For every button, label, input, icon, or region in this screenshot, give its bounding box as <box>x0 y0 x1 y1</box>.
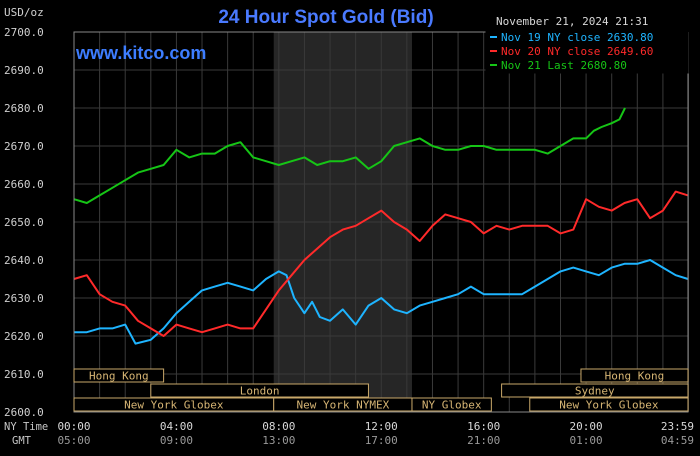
market-sessions: Hong Kong London New York Globex New York N… <box>73 368 689 412</box>
session-bar <box>501 383 689 398</box>
session-label: Hong Kong <box>605 370 665 383</box>
legend-entry: Nov 20 NY close 2649.60 <box>501 45 653 58</box>
x-tick-label-gmt: 13:00 <box>262 434 295 447</box>
x-tick-label-gmt: 01:00 <box>570 434 603 447</box>
x-tick-label-gmt: 05:00 <box>57 434 90 447</box>
session-label: New York Globex <box>559 399 659 412</box>
series-lines <box>73 107 689 345</box>
x-tick-label-ny: 16:00 <box>467 420 500 433</box>
y-tick-label: 2650.0 <box>4 216 44 229</box>
session-bar <box>529 397 689 412</box>
session-bar <box>150 383 369 398</box>
x-tick-label-ny: 20:00 <box>570 420 603 433</box>
x-tick-label-gmt: 04:59 <box>661 434 694 447</box>
y-tick-label: 2600.0 <box>4 406 44 419</box>
y-axis-label: USD/oz <box>4 6 44 19</box>
y-tick-label: 2630.0 <box>4 292 44 305</box>
session-label: New York NYMEX <box>296 399 389 412</box>
y-tick-label: 2680.0 <box>4 102 44 115</box>
session-bar <box>411 397 492 412</box>
legend-entry: Nov 21 Last 2680.80 <box>501 59 627 72</box>
session-label: New York Globex <box>124 399 224 412</box>
x-tick-label-ny: 04:00 <box>160 420 193 433</box>
x-tick-label-ny: 23:59 <box>661 420 694 433</box>
series-line-2 <box>73 190 689 337</box>
ny-time-label: NY Time <box>4 421 48 433</box>
y-tick-label: 2610.0 <box>4 368 44 381</box>
x-tick-label-gmt: 17:00 <box>365 434 398 447</box>
y-tick-label: 2640.0 <box>4 254 44 267</box>
session-bar <box>580 368 689 383</box>
y-tick-label: 2700.0 <box>4 26 44 39</box>
y-tick-label: 2620.0 <box>4 330 44 343</box>
series-line-3 <box>73 107 626 204</box>
x-tick-label-gmt: 09:00 <box>160 434 193 447</box>
watermark: www.kitco.com <box>75 43 206 63</box>
chart-title: 24 Hour Spot Gold (Bid) <box>218 7 433 28</box>
x-tick-label-ny: 08:00 <box>262 420 295 433</box>
legend-box <box>485 29 689 74</box>
x-tick-label-ny: 00:00 <box>57 420 90 433</box>
x-tick-label-ny: 12:00 <box>365 420 398 433</box>
session-label: Sydney <box>575 385 615 398</box>
session-label: Hong Kong <box>89 370 149 383</box>
session-bar <box>73 368 165 383</box>
y-tick-label: 2670.0 <box>4 140 44 153</box>
grid <box>73 31 690 413</box>
plot-border <box>73 31 689 413</box>
x-axis-ticks: 00:00 04:00 08:00 12:00 16:00 20:00 23:59 05:00… <box>57 420 694 447</box>
gmt-label: GMT <box>12 435 32 447</box>
y-tick-label: 2690.0 <box>4 64 44 77</box>
session-label: London <box>240 385 280 398</box>
timestamp: November 21, 2024 21:31 <box>496 15 648 28</box>
y-tick-label: 2660.0 <box>4 178 44 191</box>
legend-entry: Nov 19 NY close 2630.80 <box>501 31 653 44</box>
y-axis-ticks: 2700.0 2690.0 2680.0 2670.0 2660.0 2650.0 2640… <box>4 26 44 419</box>
x-tick-label-gmt: 21:00 <box>467 434 500 447</box>
session-label: NY Globex <box>422 399 482 412</box>
series-line-1 <box>74 259 689 345</box>
